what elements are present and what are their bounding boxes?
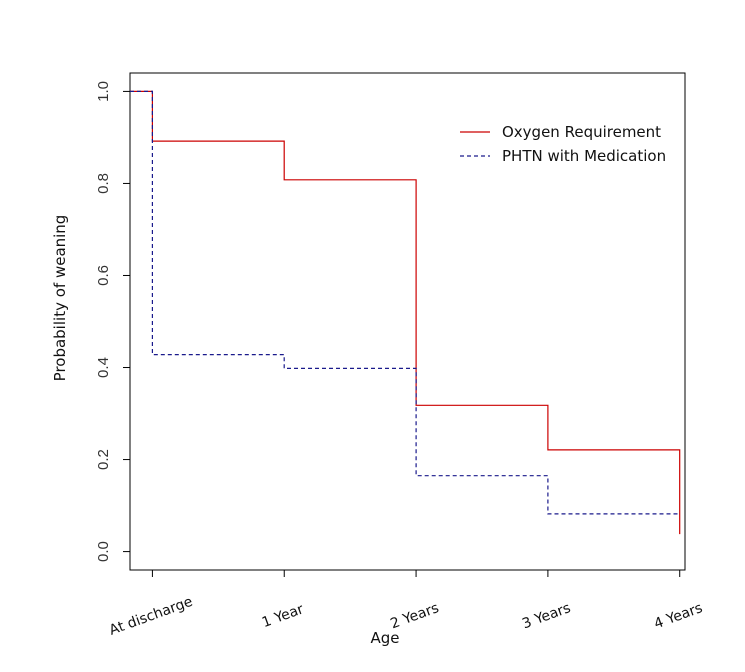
plot-frame (129, 72, 686, 571)
x-tick-label: 2 Years (388, 600, 441, 632)
series-line-2 (130, 90, 680, 515)
x-tick-label: 1 Year (260, 601, 306, 631)
legend-label-1: Oxygen Requirement (502, 123, 661, 141)
legend: Oxygen Requirement PHTN with Medication (460, 123, 666, 165)
x-tick-label: 4 Years (652, 600, 705, 632)
y-tick-label: 1.0 (95, 81, 112, 102)
series-line-1 (130, 90, 681, 535)
y-tick-label: 0.0 (95, 541, 112, 562)
y-tick-label: 0.8 (95, 173, 112, 194)
legend-label-2: PHTN with Medication (502, 147, 666, 165)
y-tick-label: 0.2 (95, 449, 112, 470)
x-tick-label: At discharge (107, 594, 195, 639)
x-axis-title: Age (370, 629, 399, 647)
y-axis-title: Probability of weaning (51, 215, 69, 382)
y-axis: 0.0 0.2 0.4 0.6 0.8 1.0 (95, 81, 130, 562)
x-tick-label: 3 Years (520, 600, 573, 632)
y-tick-label: 0.6 (95, 265, 112, 286)
series-layer (130, 90, 681, 535)
x-axis: At discharge 1 Year 2 Years 3 Years 4 Years (107, 570, 705, 639)
y-tick-label: 0.4 (95, 357, 112, 378)
